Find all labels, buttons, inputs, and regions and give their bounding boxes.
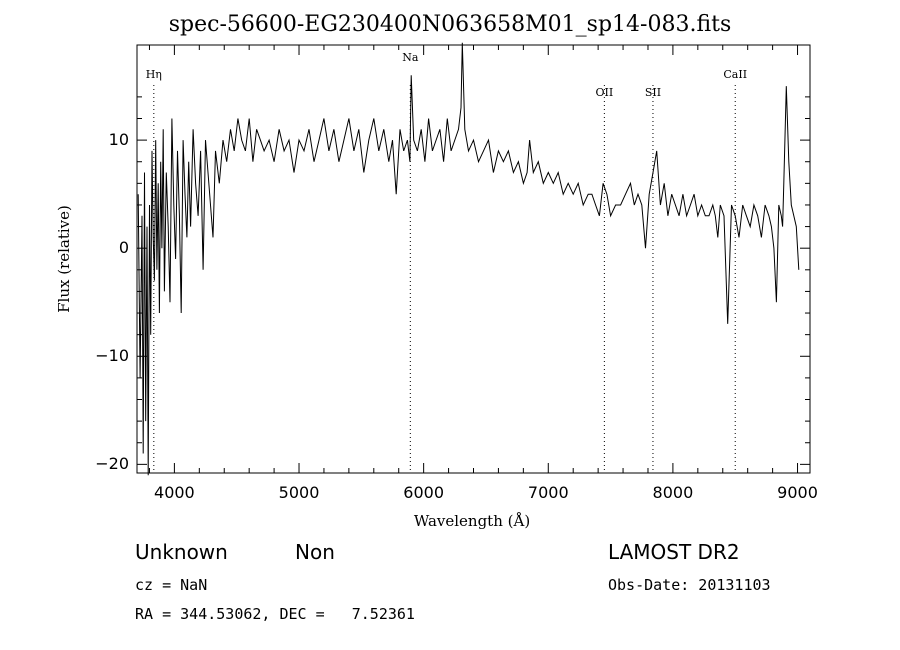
object-subclass: Non [295, 540, 335, 564]
ra-dec-coordinates: RA = 344.53062, DEC = 7.52361 [135, 605, 415, 623]
line-label-na: Na [402, 51, 419, 64]
x-tick-label: 9000 [777, 483, 818, 502]
redshift-cz: cz = NaN [135, 576, 208, 594]
x-tick-label: 8000 [652, 483, 694, 502]
axis-ticks [137, 45, 810, 473]
chart-title: spec-56600-EG230400N063658M01_sp14-083.f… [168, 12, 732, 37]
y-tick-label: 0 [118, 238, 129, 258]
object-type: Unknown [135, 540, 228, 564]
x-tick-label: 6000 [403, 483, 444, 502]
y-axis-label: Flux (relative) [55, 205, 73, 313]
x-tick-label: 4000 [154, 483, 195, 502]
observation-date: Obs-Date: 20131103 [608, 576, 771, 594]
survey-name: LAMOST DR2 [608, 540, 740, 564]
line-label-oii: OII [595, 86, 614, 99]
emission-line-markers [153, 85, 736, 473]
x-tick-label: 5000 [278, 483, 320, 502]
line-label-caii: CaII [723, 68, 748, 81]
x-tick-label: 7000 [527, 483, 569, 502]
line-label-sii: SII [644, 86, 662, 99]
spectrum-series-line [137, 42, 800, 476]
x-axis-label: Wavelength (Å) [413, 512, 531, 530]
y-tick-label: −10 [95, 346, 129, 366]
plot-frame [136, 44, 811, 474]
y-tick-label: −20 [95, 454, 129, 474]
y-tick-label: 10 [108, 130, 129, 150]
line-label-hη: Hη [145, 68, 162, 81]
